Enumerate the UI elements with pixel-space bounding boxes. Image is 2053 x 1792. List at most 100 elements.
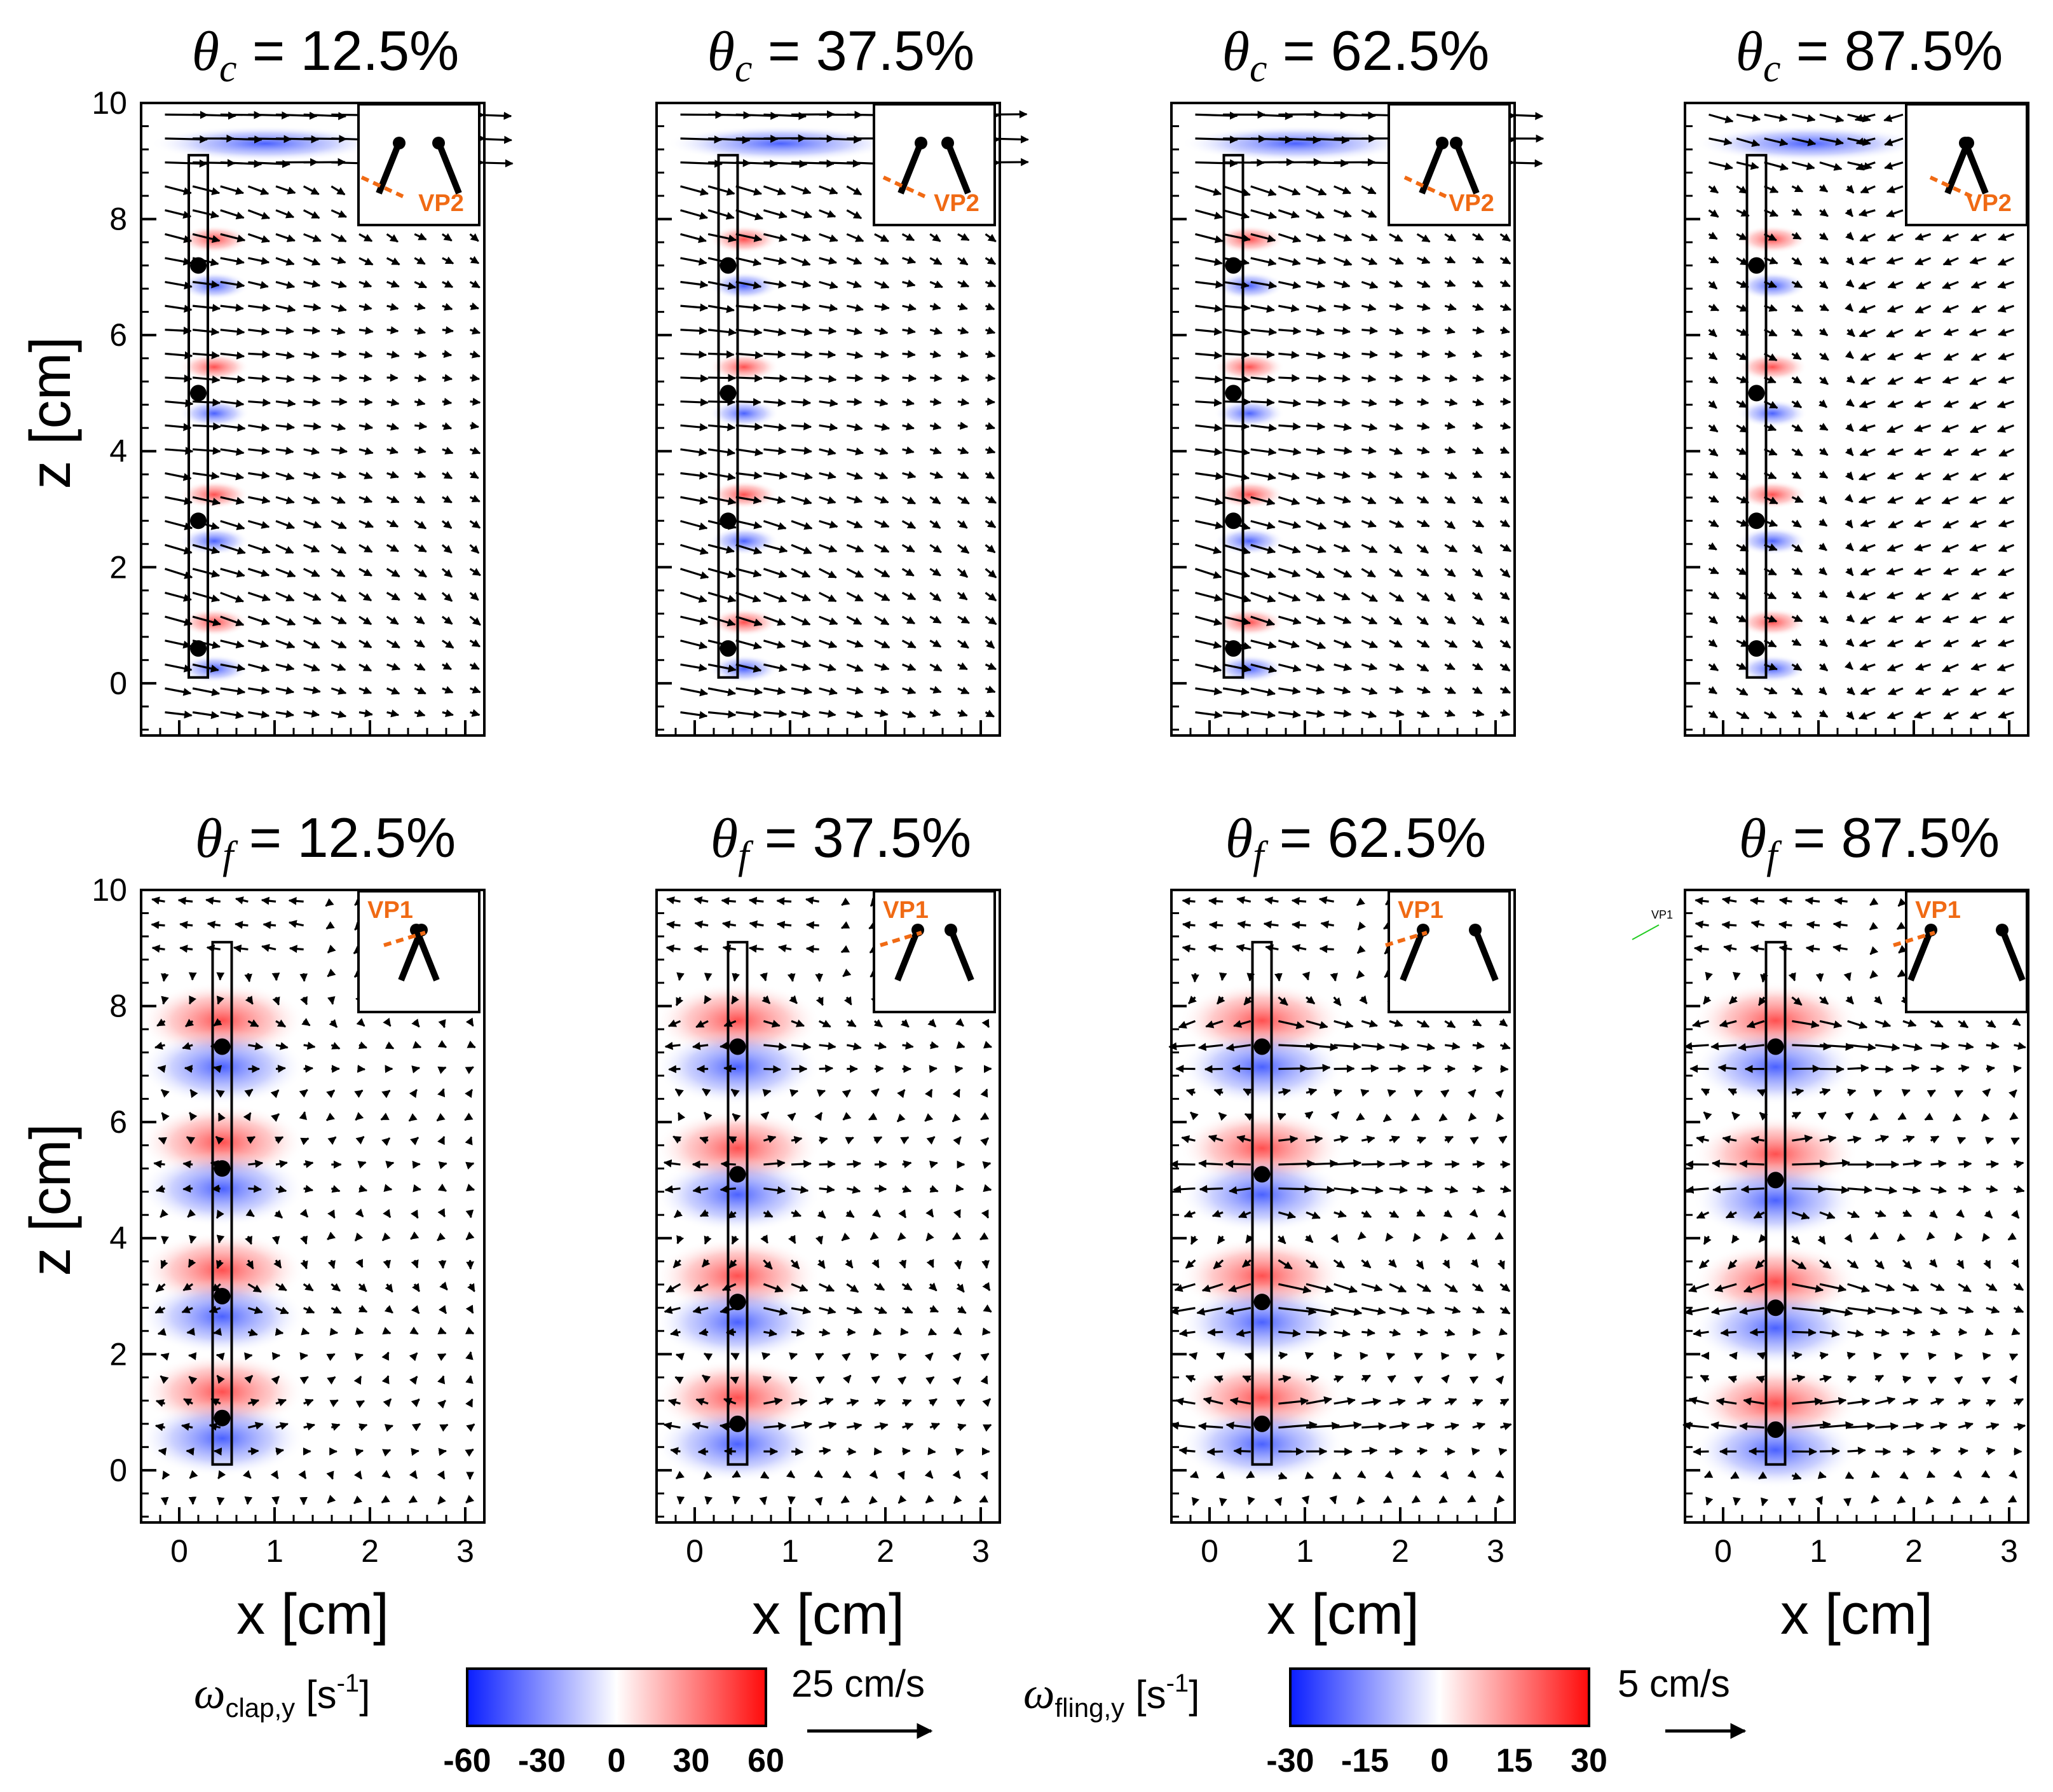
velocity-vector <box>957 544 970 554</box>
velocity-vector <box>470 709 481 717</box>
velocity-vector <box>386 662 401 671</box>
velocity-vector <box>356 1018 365 1027</box>
velocity-vector <box>303 185 320 195</box>
velocity-vector <box>1442 1259 1450 1269</box>
colorbar-tick-label: -15 <box>1341 1742 1389 1779</box>
velocity-vector <box>1791 231 1802 240</box>
velocity-vector <box>1846 1351 1856 1360</box>
velocity-vector <box>1804 896 1820 905</box>
velocity-vector <box>215 1089 225 1098</box>
velocity-vector <box>303 303 322 311</box>
velocity-vector <box>1215 1471 1225 1479</box>
hinge-dot <box>729 1294 746 1311</box>
velocity-vector <box>985 446 996 455</box>
velocity-vector <box>1444 520 1456 530</box>
velocity-vector <box>301 1327 310 1336</box>
velocity-vector <box>1941 424 1959 433</box>
velocity-vector <box>695 1020 709 1029</box>
velocity-vector <box>981 1209 990 1219</box>
velocity-vector <box>1306 520 1327 530</box>
velocity-vector <box>1500 1065 1509 1073</box>
velocity-vector <box>1958 1398 1971 1407</box>
velocity-vector <box>1845 184 1855 194</box>
velocity-vector <box>326 1112 336 1121</box>
wing-plate <box>717 154 739 679</box>
colorbar-bar <box>1289 1667 1590 1727</box>
velocity-vector <box>381 1137 391 1146</box>
velocity-vector <box>730 1088 740 1097</box>
velocity-vector <box>1472 1306 1485 1314</box>
velocity-vector <box>192 591 221 603</box>
velocity-vector <box>1389 423 1404 431</box>
velocity-vector <box>1333 327 1351 335</box>
velocity-vector <box>357 1161 367 1169</box>
velocity-vector <box>703 1352 713 1361</box>
velocity-vector <box>980 1137 990 1146</box>
velocity-vector <box>847 1422 863 1430</box>
velocity-vector <box>902 303 917 311</box>
velocity-vector <box>1943 567 1959 575</box>
velocity-vector <box>1417 470 1430 479</box>
velocity-vector <box>819 1397 834 1406</box>
colorbar-tick-label: -30 <box>518 1742 566 1779</box>
velocity-vector <box>1444 662 1456 671</box>
velocity-vector <box>1361 544 1378 554</box>
velocity-vector <box>693 1283 709 1292</box>
velocity-vector <box>465 1136 473 1146</box>
velocity-vector <box>1222 280 1250 289</box>
velocity-vector <box>1846 590 1855 599</box>
velocity-vector <box>1306 304 1327 313</box>
velocity-vector <box>1843 972 1852 981</box>
velocity-vector <box>985 709 995 718</box>
velocity-vector <box>466 1260 475 1270</box>
velocity-vector <box>1846 687 1855 695</box>
velocity-vector <box>303 520 322 529</box>
velocity-vector <box>1332 1472 1342 1480</box>
velocity-vector <box>1361 592 1378 603</box>
velocity-vector <box>1858 281 1876 290</box>
velocity-vector <box>233 944 249 953</box>
velocity-vector <box>957 496 970 505</box>
velocity-vector <box>165 326 192 335</box>
velocity-vector <box>165 640 192 649</box>
velocity-vector <box>411 1209 419 1219</box>
velocity-vector <box>1847 1064 1869 1072</box>
hinge-dot <box>720 257 737 274</box>
velocity-vector <box>1819 256 1829 265</box>
velocity-vector <box>1958 1421 1974 1430</box>
velocity-vector <box>1472 350 1483 359</box>
velocity-vector <box>1986 1306 2000 1314</box>
velocity-vector <box>929 471 943 479</box>
velocity-vector <box>1223 422 1250 431</box>
velocity-vector <box>165 687 192 696</box>
velocity-vector <box>722 944 737 953</box>
wing-plate <box>211 941 233 1466</box>
velocity-vector <box>1500 374 1511 382</box>
velocity-vector <box>301 1018 311 1027</box>
velocity-vector <box>331 185 346 196</box>
x-axis-label: x [cm] <box>1267 1583 1419 1646</box>
velocity-vector <box>900 1019 910 1028</box>
velocity-vector <box>411 1423 421 1432</box>
velocity-vector <box>707 423 736 432</box>
negative-vorticity-region <box>655 1284 821 1361</box>
velocity-vector <box>818 568 837 578</box>
velocity-vector <box>179 945 193 953</box>
velocity-vector <box>1250 496 1276 506</box>
velocity-vector <box>1389 257 1404 265</box>
velocity-vector <box>205 896 221 905</box>
velocity-vector <box>242 1470 252 1479</box>
velocity-vector <box>414 374 427 383</box>
velocity-vector <box>1818 638 1828 647</box>
velocity-vector <box>983 1184 992 1193</box>
velocity-vector <box>386 233 399 243</box>
velocity-vector <box>1902 1306 1923 1315</box>
velocity-vector <box>247 520 270 529</box>
velocity-vector <box>874 686 890 694</box>
velocity-vector <box>1444 1422 1459 1431</box>
velocity-vector <box>874 257 889 265</box>
velocity-vector <box>469 495 481 503</box>
velocity-vector <box>1388 1259 1397 1268</box>
velocity-vector <box>1981 1470 1991 1479</box>
negative-vorticity-region <box>709 655 779 683</box>
